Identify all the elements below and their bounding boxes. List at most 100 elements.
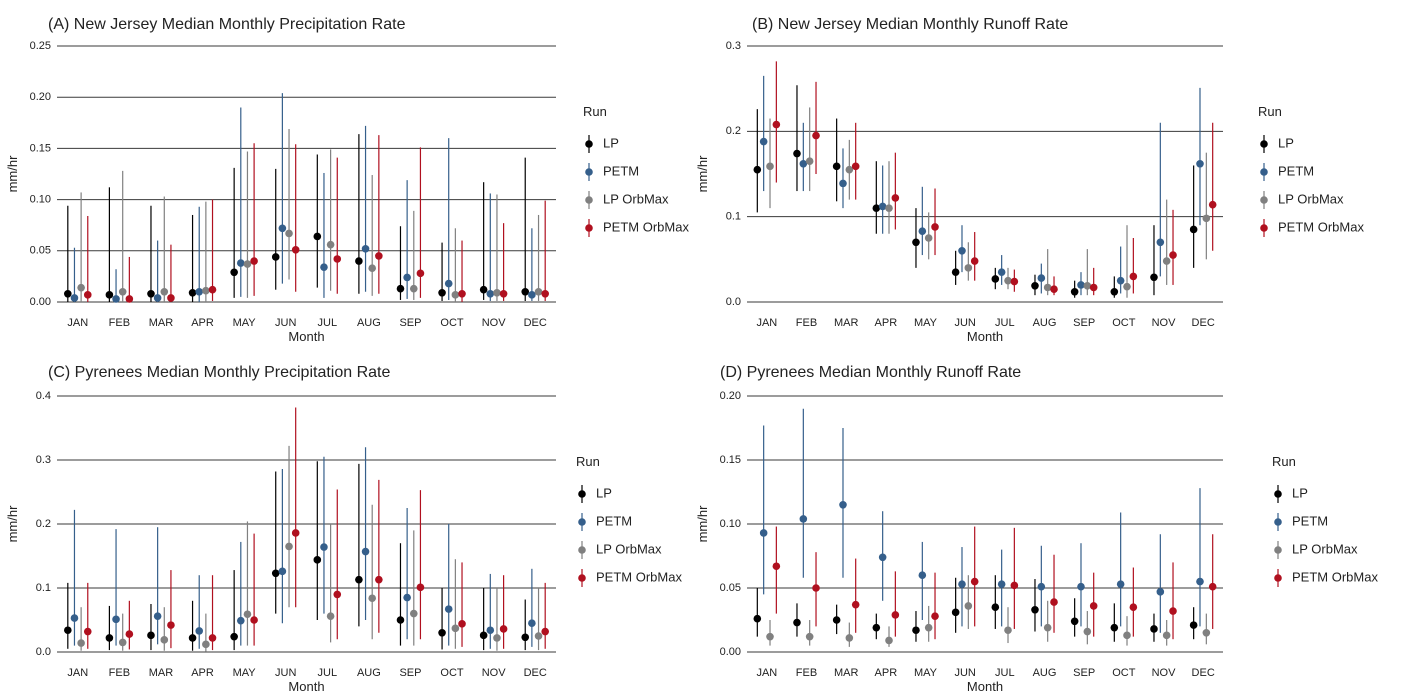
data-point [202, 640, 210, 649]
x-tick-label: OCT [1112, 667, 1136, 679]
data-point [403, 593, 411, 602]
data-point [1110, 287, 1119, 296]
data-point [1116, 580, 1125, 588]
y-axis-label: mm/hr [5, 505, 20, 543]
data-point [83, 291, 92, 299]
data-point [479, 631, 488, 640]
data-point [438, 629, 446, 637]
legend: Run LP PETM LP OrbMax PETM OrbMax [576, 454, 682, 587]
data-point [313, 232, 322, 241]
x-tick-label: JUL [995, 317, 1015, 329]
x-tick-label: JAN [67, 667, 88, 679]
legend-label: PETM OrbMax [1292, 569, 1378, 584]
data-point [188, 634, 197, 642]
legend-label: PETM [596, 513, 632, 528]
data-point [772, 562, 781, 571]
data-point [333, 590, 342, 599]
series-lp-orbmax [766, 575, 1211, 647]
x-tick-label: JAN [756, 667, 777, 679]
legend-label: LP [1278, 135, 1294, 150]
data-point [1077, 281, 1085, 289]
y-tick-label: 0.1 [726, 211, 741, 223]
x-tick-label: JUN [275, 667, 296, 679]
y-tick-label: 0.10 [30, 194, 51, 206]
data-point [793, 618, 801, 627]
data-point [1083, 627, 1092, 636]
x-tick-label: JAN [756, 317, 777, 329]
y-tick-label: 0.15 [30, 142, 51, 154]
data-point [772, 120, 781, 129]
data-point [355, 257, 363, 265]
data-point [396, 616, 405, 624]
data-point [970, 257, 979, 265]
panel-1: (A) New Jersey Median Monthly Precipitat… [5, 16, 689, 344]
data-point [1196, 159, 1204, 168]
x-tick-label: AUG [357, 317, 381, 329]
x-tick-label: MAY [233, 317, 257, 329]
data-point [805, 632, 814, 641]
series-lp-orbmax [766, 107, 1211, 298]
legend-key-dot [1260, 224, 1268, 232]
data-point [396, 284, 405, 293]
legend-label: PETM OrbMax [1278, 219, 1364, 234]
legend-key-dot [585, 224, 593, 232]
legend-label: LP OrbMax [1292, 541, 1358, 556]
legend-key-dot [585, 168, 593, 176]
data-point [1031, 281, 1039, 290]
data-point [271, 569, 280, 578]
data-point [931, 223, 939, 231]
legend-key-dot [578, 490, 586, 498]
panel-title: (A) New Jersey Median Monthly Precipitat… [48, 16, 406, 33]
data-point [1169, 251, 1177, 259]
data-point [243, 610, 252, 619]
x-tick-label: APR [875, 317, 898, 329]
data-point [851, 600, 860, 609]
data-point [64, 290, 72, 298]
x-tick-label: SEP [1073, 667, 1095, 679]
data-point [845, 634, 854, 642]
legend-key-dot [1260, 196, 1268, 204]
data-point [885, 636, 893, 645]
series-lp [753, 575, 1198, 642]
data-point [541, 290, 549, 298]
data-point [444, 605, 453, 613]
x-tick-label: MAR [149, 667, 174, 679]
data-point [236, 259, 245, 267]
data-point [1196, 577, 1204, 586]
data-point [112, 295, 120, 303]
data-point [361, 244, 370, 253]
data-point [891, 194, 900, 202]
y-tick-label: 0.0 [36, 646, 51, 658]
data-point [832, 616, 841, 624]
legend: Run LP PETM LP OrbMax PETM OrbMax [1258, 104, 1364, 237]
data-point [118, 638, 127, 647]
y-tick-label: 0.00 [720, 646, 741, 658]
y-tick-label: 0.0 [726, 296, 741, 308]
y-tick-label: 0.20 [30, 91, 51, 103]
data-point [153, 294, 162, 302]
data-point [250, 616, 258, 624]
data-point [541, 627, 549, 636]
data-point [528, 619, 536, 627]
data-point [793, 149, 801, 158]
x-tick-label: MAY [914, 317, 938, 329]
data-point [1010, 277, 1019, 286]
x-tick-label: JAN [67, 317, 88, 329]
data-point [368, 264, 377, 273]
legend-key-dot [1260, 140, 1268, 148]
series-petm-orbmax [772, 61, 1217, 296]
data-point [951, 608, 960, 617]
panel-title: (C) Pyrenees Median Monthly Precipitatio… [48, 364, 390, 381]
legend-key-dot [1274, 490, 1282, 498]
series-petm [759, 408, 1204, 633]
data-point [291, 529, 300, 537]
data-point [1050, 598, 1058, 606]
legend: Run LP PETM LP OrbMax PETM OrbMax [583, 104, 689, 237]
x-tick-label: APR [191, 317, 214, 329]
x-tick-label: MAR [834, 317, 859, 329]
data-point [118, 287, 127, 296]
data-point [1070, 287, 1079, 296]
data-point [147, 290, 155, 298]
y-tick-label: 0.4 [36, 390, 51, 402]
